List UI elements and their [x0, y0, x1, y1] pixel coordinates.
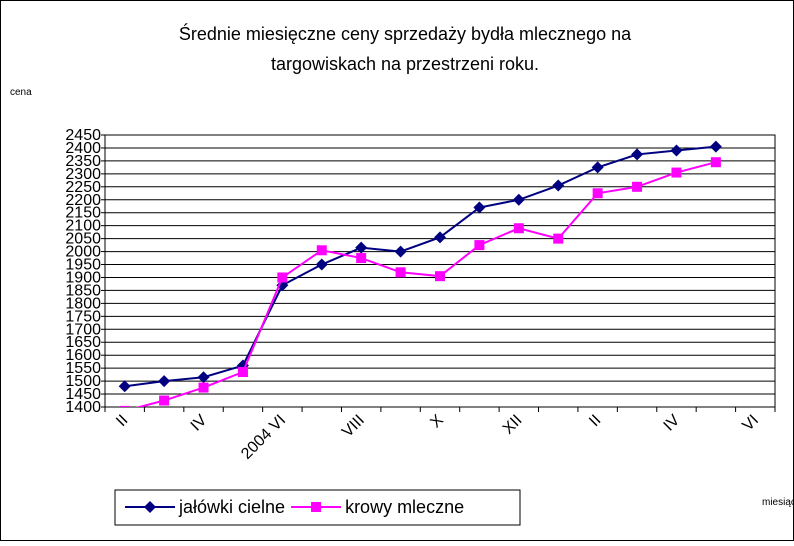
marker — [710, 157, 721, 168]
y-tick-label: 1700 — [65, 321, 101, 338]
marker — [198, 382, 209, 393]
y-tick-label: 1450 — [65, 386, 101, 403]
marker — [671, 167, 682, 178]
series-line — [124, 145, 716, 388]
y-tick-label: 1650 — [65, 334, 101, 351]
y-tick-label: 1550 — [65, 360, 101, 377]
marker — [709, 140, 722, 153]
marker — [631, 148, 644, 161]
marker — [355, 241, 368, 254]
marker — [158, 375, 171, 388]
y-axis-label: cena — [10, 87, 32, 98]
y-tick-label: 2250 — [65, 179, 101, 196]
marker — [474, 240, 485, 251]
series-line — [135, 161, 717, 407]
marker — [394, 245, 407, 258]
x-axis-label: miesiąc — [762, 497, 794, 508]
series-layer — [118, 140, 722, 407]
chart-title: Średnie miesięczne ceny sprzedaży bydła … — [179, 23, 632, 44]
y-tick-label: 2050 — [65, 231, 101, 248]
marker — [632, 181, 643, 192]
y-tick-label: 1400 — [65, 399, 101, 416]
y-tick-label: 2100 — [65, 218, 101, 235]
marker — [513, 223, 524, 234]
marker — [315, 258, 328, 271]
marker — [159, 395, 170, 406]
marker — [119, 405, 130, 407]
chart-title: targowiskach na przestrzeni roku. — [271, 54, 539, 74]
y-tick-label: 2400 — [65, 140, 101, 157]
y-tick-label: 1800 — [65, 295, 101, 312]
marker — [356, 253, 367, 264]
marker — [316, 245, 327, 256]
y-tick-label: 2000 — [65, 244, 101, 261]
marker — [395, 267, 406, 278]
marker — [435, 271, 445, 282]
marker — [552, 179, 565, 192]
marker — [434, 231, 446, 244]
marker — [592, 188, 603, 199]
legend-marker — [311, 502, 322, 512]
marker — [197, 371, 210, 384]
y-tick-label: 1950 — [65, 257, 101, 274]
y-tick-label: 1850 — [65, 282, 101, 299]
y-tick-label: 1500 — [65, 373, 101, 390]
legend-label: jałówki cielne — [178, 497, 285, 517]
marker — [591, 161, 604, 174]
y-tick-label: 2450 — [65, 127, 101, 144]
y-tick-label: 1750 — [65, 308, 101, 325]
marker — [277, 272, 288, 283]
legend-label: krowy mleczne — [345, 497, 464, 517]
marker — [118, 380, 131, 393]
marker — [553, 233, 564, 244]
marker — [237, 367, 248, 378]
marker — [473, 201, 486, 214]
y-tick-label: 2200 — [65, 192, 101, 209]
y-tick-label: 2300 — [65, 166, 101, 183]
plot-area — [104, 134, 776, 408]
marker — [670, 144, 683, 157]
legend-marker — [144, 501, 156, 513]
y-tick-label: 2150 — [65, 205, 101, 222]
y-tick-label: 1600 — [65, 347, 101, 364]
marker — [512, 193, 525, 206]
y-tick-label: 1900 — [65, 269, 101, 286]
y-tick-label: 2350 — [65, 153, 101, 170]
